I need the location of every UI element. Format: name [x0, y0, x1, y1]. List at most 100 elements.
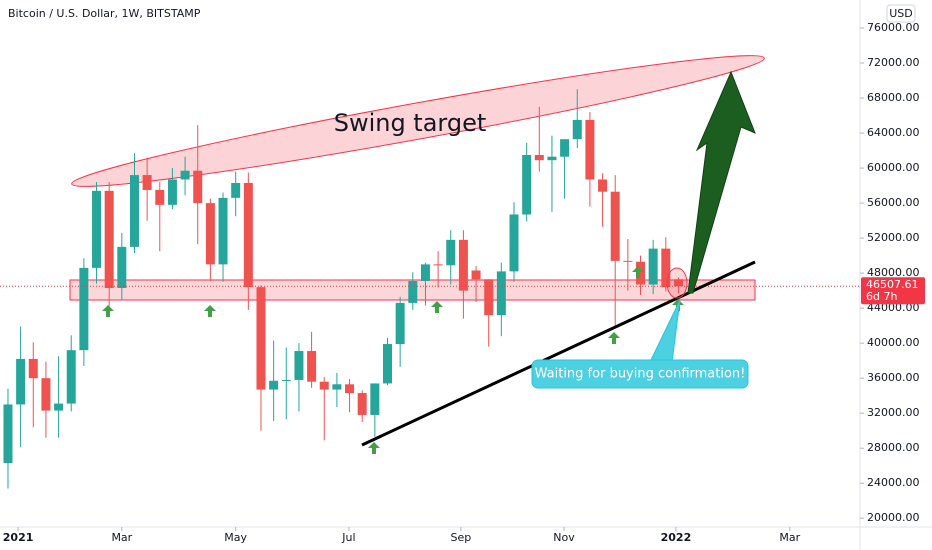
candle-body: [560, 139, 570, 157]
up-arrow: [431, 301, 443, 313]
candle-body: [142, 175, 152, 190]
candle-body: [307, 351, 317, 382]
candle-body: [458, 239, 468, 291]
axes: 20000.00 24000.00 28000.00 32000.00 36000.00…: [3, 21, 925, 544]
candle-body: [193, 170, 203, 204]
up-arrow: [102, 305, 114, 317]
up-arrow: [204, 305, 216, 317]
x-tick-label: 2022: [661, 531, 692, 544]
candle-body: [218, 197, 228, 265]
y-tick-label: 72000.00: [867, 56, 920, 69]
candle-body: [28, 358, 38, 379]
x-tick-label: Jul: [341, 531, 355, 544]
candle-body: [167, 179, 177, 205]
candle-body: [509, 214, 519, 272]
candle-body: [673, 279, 683, 287]
candle-body: [484, 279, 494, 316]
candle-body: [243, 182, 253, 288]
y-tick-label: 68000.00: [867, 91, 920, 104]
candle-body: [446, 239, 456, 266]
callout: [531, 359, 749, 389]
up-arrow: [368, 442, 380, 454]
candle-body: [66, 350, 76, 404]
drawings: Waiting for buying confirmation! Swing ta…: [0, 70, 860, 454]
y-tick-label: 32000.00: [867, 406, 920, 419]
candle-body: [648, 248, 658, 285]
candle-body: [661, 248, 671, 288]
candle-body: [370, 383, 380, 415]
candle-body: [357, 393, 367, 415]
up-arrow: [632, 266, 644, 278]
x-tick-label: Sep: [451, 531, 472, 544]
y-tick-label: 44000.00: [867, 301, 920, 314]
y-tick-label: 52000.00: [867, 231, 920, 244]
candle-body: [319, 381, 329, 390]
currency: USD: [889, 7, 913, 20]
up-arrow: [608, 332, 620, 344]
candle-body: [180, 170, 190, 180]
candle-body: [471, 270, 481, 280]
y-tick-label: 56000.00: [867, 196, 920, 209]
y-tick-label: 40000.00: [867, 336, 920, 349]
candle-body: [205, 203, 215, 265]
candle-body: [610, 191, 620, 261]
target-ellipse: [71, 55, 765, 187]
x-tick-label: Mar: [779, 531, 800, 544]
candle-body: [585, 119, 595, 180]
x-tick-label: Nov: [553, 531, 575, 544]
y-tick-label: 28000.00: [867, 441, 920, 454]
candle-body: [433, 264, 443, 266]
candle-body: [294, 351, 304, 380]
candle-body: [332, 384, 342, 390]
candle-body: [155, 189, 165, 205]
price-badge-value: 46507.61: [866, 278, 919, 291]
candle-body: [41, 378, 51, 411]
candle-body: [79, 267, 89, 351]
drawings-back: [69, 55, 765, 301]
target-label: Swing target: [334, 109, 487, 137]
candle-body: [636, 261, 646, 285]
x-tick-label: 2021: [3, 531, 34, 544]
candle-body: [598, 179, 608, 192]
price-badge-countdown: 6d 7h: [866, 290, 897, 303]
candles: [3, 89, 683, 489]
candle-body: [231, 182, 241, 198]
candle-body: [522, 154, 532, 215]
entry-circle: [666, 267, 688, 299]
candle-body: [281, 379, 291, 381]
chart-title: Bitcoin / U.S. Dollar, 1W, BITSTAMP: [8, 7, 201, 20]
candle-body: [54, 403, 64, 411]
candle-body: [547, 156, 557, 161]
y-tick-label: 20000.00: [867, 511, 920, 524]
candle-body: [117, 246, 127, 289]
y-tick-label: 36000.00: [867, 371, 920, 384]
candle-body: [269, 380, 279, 390]
callout-text: Waiting for buying confirmation!: [535, 367, 746, 382]
candle-body: [104, 190, 114, 289]
candle-body: [345, 384, 355, 394]
y-tick-label: 24000.00: [867, 476, 920, 489]
x-tick-label: May: [224, 531, 247, 544]
candle-body: [92, 190, 102, 268]
target-arrow: [687, 70, 756, 294]
y-tick-label: 48000.00: [867, 266, 920, 279]
candle-body: [382, 344, 392, 384]
y-tick-label: 76000.00: [867, 21, 920, 34]
price-badge: [861, 277, 925, 305]
candle-body: [496, 271, 506, 316]
y-tick-label: 60000.00: [867, 161, 920, 174]
candle-body: [408, 281, 418, 303]
candle-body: [572, 119, 582, 140]
candle-body: [3, 404, 13, 464]
candle-body: [420, 264, 430, 282]
x-tick-label: Mar: [111, 531, 132, 544]
currency-box[interactable]: [886, 4, 916, 23]
y-tick-label: 64000.00: [867, 126, 920, 139]
candle-body: [534, 154, 544, 161]
candle-body: [256, 287, 266, 390]
candle-body: [395, 302, 405, 345]
candle-body: [623, 260, 633, 262]
candle-body: [129, 175, 139, 247]
candle-body: [16, 358, 26, 405]
